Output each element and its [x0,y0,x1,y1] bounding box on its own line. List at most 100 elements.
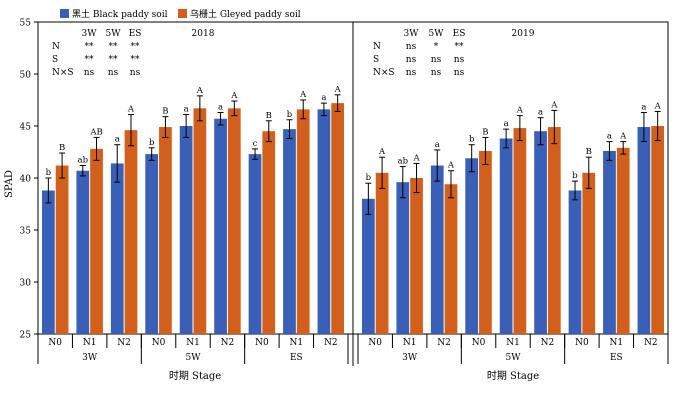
x-tick-label-level: N2 [221,338,235,348]
significance-letter: A [299,90,307,100]
significance-letter: A [619,132,627,142]
y-tick-label: 55 [20,19,32,29]
y-tick-label: 25 [20,331,32,341]
bar-black-2018-3W-N2 [110,163,124,334]
sig-header-3W: 3W [82,29,98,39]
x-tick-label-level: N1 [506,338,520,348]
sig-value: ** [85,42,95,52]
bar-black-2019-3W-N1 [396,182,410,334]
sig-row-label: N×S [373,68,395,78]
y-tick-label: 35 [20,227,32,237]
bar-black-2019-5W-N2 [534,131,547,334]
bar-gleyed-2018-3W-N0 [55,165,69,334]
sig-value: ns [108,68,119,78]
x-tick-label-stage: 3W [82,353,98,363]
significance-letter: A [378,147,386,157]
bar-black-2019-ES-N1 [603,150,616,334]
x-tick-label-level: N2 [644,338,658,348]
x-tick-label-level: N0 [48,338,62,348]
x-tick-label-level: N1 [186,338,200,348]
significance-letter: A [196,86,204,96]
bar-gleyed-2019-ES-N0 [582,172,596,334]
significance-letter: A [654,101,662,111]
sig-row-label: S [373,55,379,65]
significance-letter: c [253,139,258,149]
significance-letter: A [447,161,455,171]
significance-letter: a [504,119,509,129]
sig-value: ns [130,68,141,78]
x-tick-label-stage: ES [610,353,623,363]
x-tick-label-level: N1 [83,338,97,348]
significance-letter: A [230,91,238,101]
sig-header-5W: 5W [429,29,445,39]
significance-letter: A [334,85,342,95]
bar-black-2019-5W-N0 [465,158,479,334]
sig-value: ns [406,68,417,78]
significance-letter: a [641,102,646,112]
sig-row-label: N [52,42,60,52]
bar-gleyed-2018-3W-N2 [124,130,138,334]
sig-value: ns [84,68,95,78]
sig-value: ns [406,55,417,65]
significance-letter: b [366,173,372,183]
sig-value: ** [109,55,119,65]
sig-value: ** [85,55,95,65]
bar-black-2018-5W-N0 [145,154,159,334]
sig-value: ** [109,42,119,52]
bar-gleyed-2019-3W-N1 [410,178,423,334]
bar-black-2018-ES-N1 [283,129,296,334]
sig-value: ** [131,55,141,65]
sig-value: ** [131,42,141,52]
bar-black-2018-3W-N1 [76,170,90,334]
sig-value: ns [431,68,442,78]
x-tick-label-stage: 5W [186,353,202,363]
bar-gleyed-2019-5W-N0 [479,150,492,334]
x-tick-label-level: N1 [290,338,304,348]
significance-letter: a [218,102,223,112]
bar-gleyed-2019-3W-N2 [444,184,458,334]
significance-letter: A [127,105,135,115]
bar-black-2019-3W-N0 [361,198,375,334]
significance-letter: B [586,147,592,157]
significance-letter: b [149,138,155,148]
sig-row-label: S [52,55,58,65]
y-tick-label: 30 [20,279,32,289]
bar-black-2019-ES-N2 [637,127,651,334]
x-tick-label-level: N2 [541,338,555,348]
significance-letter: a [435,140,440,150]
legend-swatch-gleyed-soil [178,9,187,18]
bar-gleyed-2018-ES-N2 [331,103,345,335]
bar-gleyed-2019-3W-N0 [375,172,389,334]
significance-letter: ab [78,156,89,166]
x-tick-label-level: N1 [403,338,417,348]
x-tick-label-level: N0 [368,338,382,348]
sig-value: ** [455,42,465,52]
bar-black-2018-ES-N2 [317,109,331,334]
y-tick-label: 45 [20,123,32,133]
bar-gleyed-2018-5W-N0 [159,127,172,334]
significance-letter: a [115,135,120,145]
y-tick-label: 40 [20,175,32,185]
x-axis-label-right: 时期 Stage [487,370,539,382]
x-tick-label-level: N2 [324,338,338,348]
significance-letter: B [162,107,168,117]
sig-header-ES: ES [453,29,466,39]
x-axis-label-left: 时期 Stage [169,370,221,382]
bar-gleyed-2019-5W-N2 [547,127,561,334]
bar-gleyed-2018-ES-N0 [262,131,276,334]
sig-value: ns [431,55,442,65]
panel-2018-title: 2018 [192,29,215,39]
sig-header-5W: 5W [106,29,122,39]
bar-black-2018-ES-N0 [248,154,262,334]
significance-letter: a [321,93,326,103]
significance-letter: b [287,110,293,120]
y-tick-label: 50 [20,71,32,81]
x-tick-label-level: N2 [437,338,451,348]
significance-letter: B [482,127,488,137]
x-tick-label-stage: 3W [402,353,418,363]
legend: 黑土 Black paddy soil 乌栅土 Gleyed paddy soi… [60,8,301,20]
legend-label-gleyed-soil: 乌栅土 Gleyed paddy soil [190,8,301,20]
bar-gleyed-2018-5W-N1 [193,108,207,334]
x-tick-label-level: N0 [152,338,166,348]
